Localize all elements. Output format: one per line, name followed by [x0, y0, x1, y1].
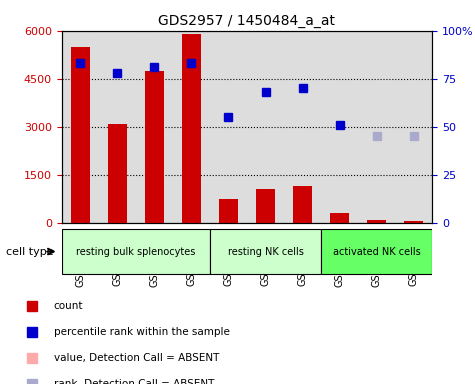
Bar — [145, 71, 163, 223]
Text: percentile rank within the sample: percentile rank within the sample — [54, 327, 229, 337]
Bar — [405, 221, 423, 223]
Bar — [99, 31, 136, 223]
Bar — [368, 220, 386, 223]
Bar — [256, 189, 275, 223]
Text: value, Detection Call = ABSENT: value, Detection Call = ABSENT — [54, 353, 219, 363]
Bar — [247, 31, 284, 223]
Text: resting bulk splenocytes: resting bulk splenocytes — [76, 247, 196, 257]
Bar — [62, 31, 99, 223]
Bar — [219, 199, 238, 223]
Bar — [71, 47, 89, 223]
Bar — [182, 34, 201, 223]
Bar — [293, 186, 312, 223]
FancyBboxPatch shape — [321, 229, 432, 274]
Bar — [358, 31, 395, 223]
Bar — [321, 31, 358, 223]
Bar — [331, 213, 349, 223]
Bar — [136, 31, 173, 223]
Bar — [395, 31, 432, 223]
Bar — [210, 31, 247, 223]
Title: GDS2957 / 1450484_a_at: GDS2957 / 1450484_a_at — [159, 14, 335, 28]
FancyBboxPatch shape — [62, 229, 210, 274]
Text: cell type: cell type — [6, 247, 54, 257]
Bar — [108, 124, 126, 223]
Text: activated NK cells: activated NK cells — [333, 247, 420, 257]
FancyBboxPatch shape — [210, 229, 321, 274]
Bar — [284, 31, 321, 223]
Text: rank, Detection Call = ABSENT: rank, Detection Call = ABSENT — [54, 379, 214, 384]
Text: resting NK cells: resting NK cells — [228, 247, 304, 257]
Bar — [173, 31, 210, 223]
Text: count: count — [54, 301, 83, 311]
